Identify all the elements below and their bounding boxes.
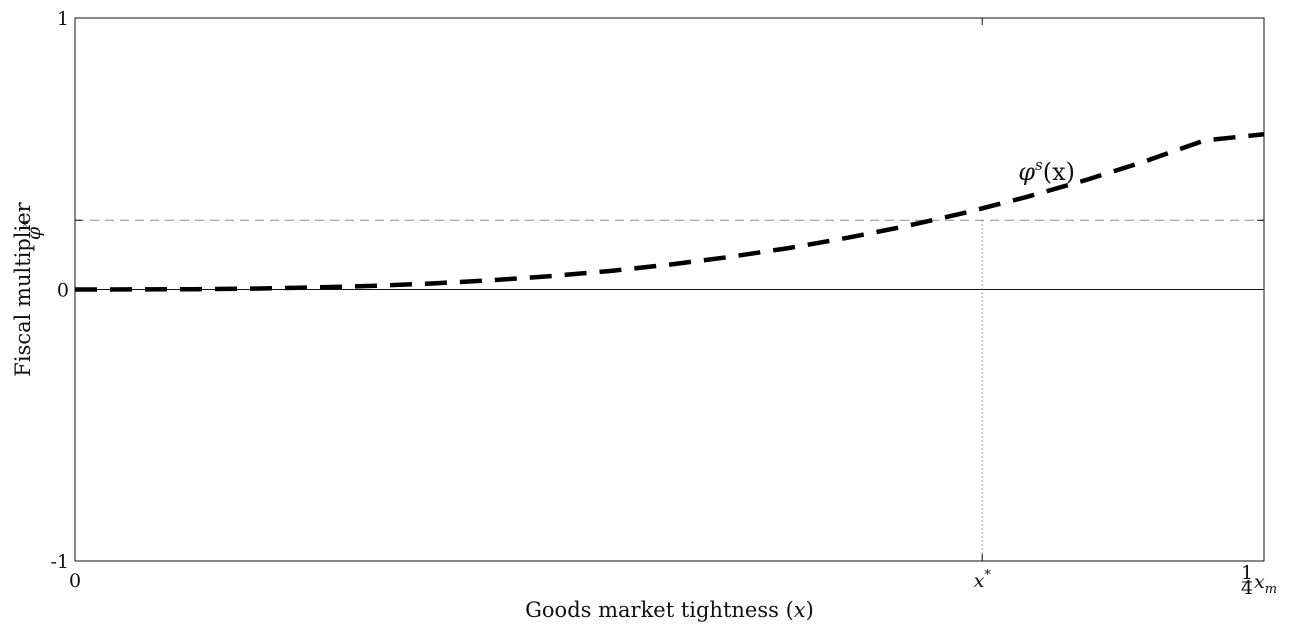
phi-star-sup: * [21,220,36,227]
fraction-numerator: 1 [1241,562,1253,584]
phi-star-base: φ [23,226,45,240]
annotation-phi: φ [1018,158,1035,186]
y-tick-label-0: 1 [57,8,69,30]
x-axis-title: Goods market tightness (x) [525,598,814,622]
xm-symbol: xm [1254,571,1277,597]
x-tick-label-quarter-xm: 1 4 xm [1241,562,1277,599]
y-tick-label-1: 0 [57,280,69,302]
x-tick-label-0: 0 [69,570,81,592]
y-tick-label-2: -1 [50,551,69,573]
x-star-sup: * [984,568,991,583]
y-axis-title: Fiscal multiplier [11,201,35,376]
series-line-phi-s [74,131,1265,292]
x-tick-label-x-star: x* [974,568,992,592]
annotation-args: (x) [1043,158,1075,186]
fraction-denominator: 4 [1241,577,1253,599]
x-axis-title-math: x [794,598,806,622]
x-axis-title-paren-open: ( [786,598,794,622]
tick-labels: 10-10 [50,8,81,592]
xm-base: x [1254,571,1265,593]
x-star-base: x [974,570,985,592]
series-annotation-phi-s: φs(x) [1018,156,1075,186]
x-axis-title-paren-close: ) [806,598,814,622]
annotation-sup: s [1035,156,1043,174]
x-axis-title-text: Goods market tightness [525,598,779,622]
y-tick-label-phi-star: φ* [21,220,45,240]
xm-sub: m [1265,582,1277,597]
